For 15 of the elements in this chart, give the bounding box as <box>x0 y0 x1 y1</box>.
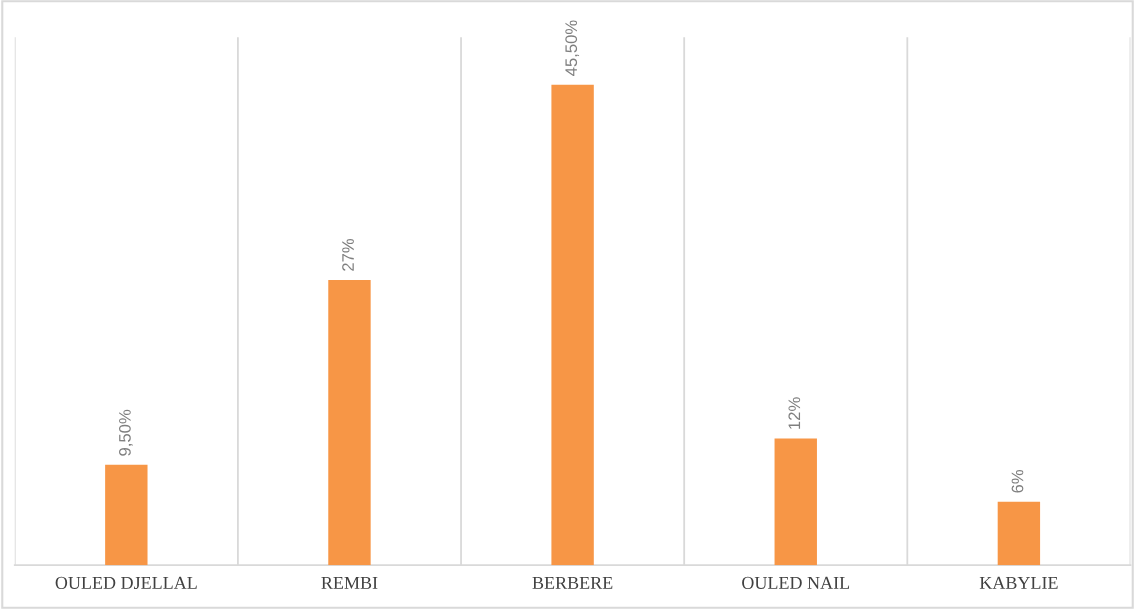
data-label: 27% <box>342 238 354 271</box>
bar <box>774 438 817 566</box>
bar <box>997 501 1041 566</box>
data-label: 6% <box>1011 469 1024 493</box>
x-tick-label: KABYLIE <box>979 576 1058 589</box>
bar <box>105 464 148 566</box>
data-label: 9,50% <box>119 409 133 456</box>
data-label: 45,50% <box>565 20 580 76</box>
x-tick-label: REMBI <box>321 576 378 589</box>
bar <box>328 280 371 566</box>
x-tick-label: OULED NAIL <box>742 576 850 589</box>
x-tick-label: BERBERE <box>532 576 613 589</box>
x-tick-label: OULED DJELLAL <box>55 576 197 589</box>
data-label: 12% <box>788 397 801 429</box>
bar <box>551 84 594 566</box>
